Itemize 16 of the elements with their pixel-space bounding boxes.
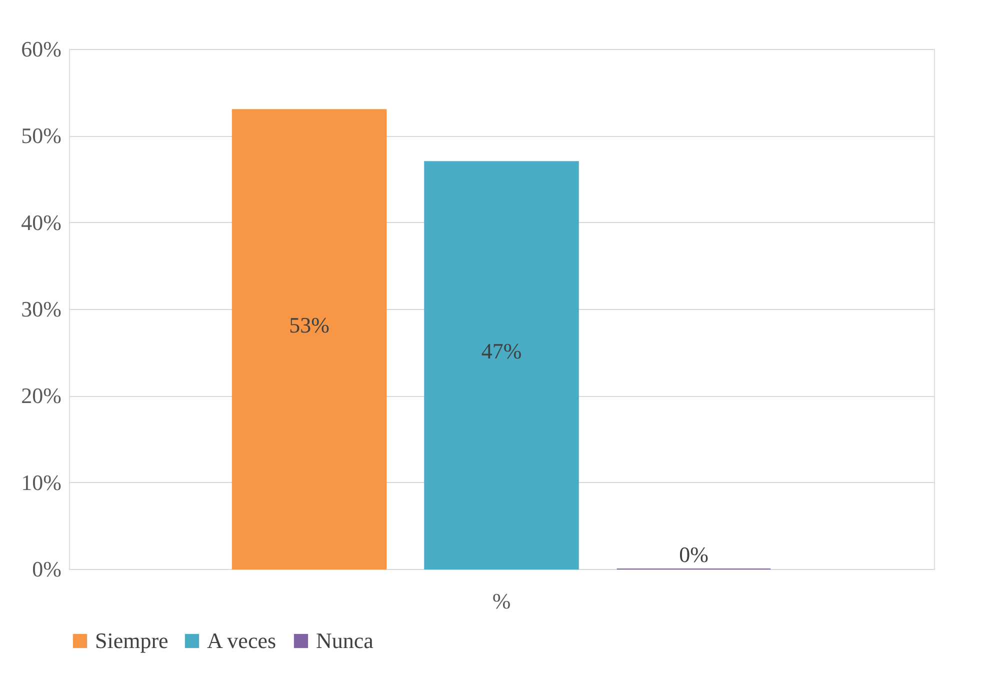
y-tick-label: 60% [21, 36, 62, 62]
y-tick-label: 50% [21, 123, 62, 148]
bar [232, 109, 387, 570]
y-tick-label: 20% [21, 383, 62, 408]
data-label: 53% [289, 312, 330, 338]
x-tick-label: % [492, 588, 511, 614]
y-tick-label: 40% [21, 210, 62, 235]
legend-label: Siempre [95, 628, 168, 653]
y-tick-label: 10% [21, 470, 62, 495]
legend-label: Nunca [316, 628, 374, 653]
bar [424, 161, 579, 570]
data-label: 47% [481, 338, 522, 364]
legend-label: A veces [207, 628, 276, 653]
y-tick-label: 30% [21, 296, 62, 322]
y-tick-label: 0% [32, 556, 62, 582]
data-label: 0% [679, 542, 708, 567]
